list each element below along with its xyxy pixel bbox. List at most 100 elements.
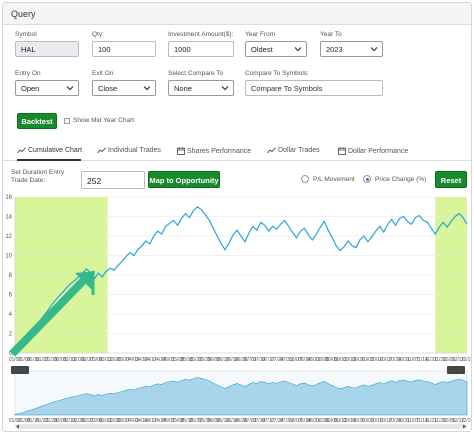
y-tick-label: 6	[9, 293, 13, 299]
navigator-tick-label: 08/14	[298, 418, 311, 424]
year-to-value: 2023	[326, 45, 343, 54]
x-tick-label: 10/31	[397, 357, 410, 363]
x-tick-label: 09/26	[352, 357, 365, 363]
navigator-tick-label: 02/05	[54, 418, 67, 424]
exit-on-label: Exit On	[92, 70, 114, 77]
navigator-tick-label: 05/01	[162, 418, 175, 424]
scroll-left-icon	[16, 424, 19, 429]
y-tick-label: 2	[9, 332, 13, 338]
x-tick-label: 12/19	[461, 357, 472, 363]
symbol-input[interactable]: HAL	[15, 41, 79, 57]
investment-input[interactable]: 1000	[168, 41, 234, 57]
show-mid-year-checkbox[interactable]	[64, 118, 70, 124]
x-tick-label: 05/22	[190, 357, 203, 363]
calendar-icon	[177, 147, 185, 155]
x-tick-label: 11/07	[407, 357, 419, 363]
navigator-tick-label: 08/21	[307, 418, 320, 424]
compare-to-select[interactable]: None	[168, 80, 234, 96]
tab-label: Dollar Performance	[348, 148, 409, 155]
navigator-tick-label: 06/19	[226, 418, 239, 424]
navigator-tick-label: 09/19	[343, 418, 356, 424]
map-to-opportunity-button[interactable]: Map to Opportunity	[148, 171, 220, 188]
compare-symbols-input[interactable]: Compare To Symbols	[245, 80, 383, 96]
navigator-area	[14, 377, 468, 416]
chart-tabs: Cumulative Chart Individual Trades Share…	[3, 143, 471, 161]
x-tick-label: 06/05	[208, 357, 221, 363]
reset-button[interactable]: Reset	[435, 171, 467, 188]
x-tick-label: 01/08	[18, 357, 31, 363]
compare-to-label: Select Compare To	[168, 70, 224, 77]
investment-label: Investment Amount($):	[168, 31, 234, 38]
tab-label: Dollar Trades	[278, 147, 320, 154]
compare-to-value: None	[174, 84, 192, 93]
x-tick-label: 04/24	[153, 357, 166, 363]
tab-individual-trades[interactable]: Individual Trades	[97, 143, 163, 161]
price-change-label: Price Change (%)	[375, 176, 427, 183]
tab-shares-performance[interactable]: Shares Performance	[177, 143, 251, 161]
navigator-end-label: 12/30	[450, 368, 463, 374]
entry-on-select[interactable]: Open	[15, 80, 79, 96]
line-chart-icon	[17, 147, 26, 154]
year-from-value: Oldest	[251, 45, 273, 54]
navigator-tick-label: 11/07	[407, 418, 419, 424]
navigator-tick-label: 02/27	[81, 418, 94, 424]
backtest-button[interactable]: Backtest	[17, 113, 57, 129]
navigator-tick-label: 10/10	[370, 418, 383, 424]
tab-label: Individual Trades	[108, 147, 161, 154]
navigator-tick-label: 06/12	[217, 418, 230, 424]
price-change-radio[interactable]	[363, 175, 371, 183]
navigator-tick-label: 06/26	[235, 418, 248, 424]
exit-on-select[interactable]: Close	[92, 80, 156, 96]
line-chart-icon	[97, 147, 106, 154]
navigator-tick-label: 07/17	[262, 418, 275, 424]
navigator-tick-label: 12/19	[461, 418, 472, 424]
x-tick-label: 06/19	[226, 357, 239, 363]
y-tick-label: 4	[9, 312, 13, 318]
x-tick-label: 02/13	[63, 357, 76, 363]
x-tick-label: 07/31	[280, 357, 293, 363]
navigator-tick-label: 04/17	[144, 418, 157, 424]
year-to-select[interactable]: 2023	[320, 41, 383, 57]
navigator-start-handle[interactable]	[11, 366, 29, 374]
x-tick-label: 12/12	[452, 357, 465, 363]
x-tick-label: 12/05	[443, 357, 456, 363]
x-tick-label: 07/10	[253, 357, 266, 363]
y-tick-label: 16	[5, 195, 12, 201]
navigator-tick-label: 10/17	[379, 418, 392, 424]
x-tick-label: 11/21	[425, 357, 437, 363]
navigator-tick-label: 01/08	[18, 418, 31, 424]
entry-on-label: Entry On	[15, 70, 41, 77]
navigator-tick-label: 05/22	[190, 418, 203, 424]
y-tick-label: 12	[5, 234, 12, 240]
navigator-end-handle[interactable]	[447, 366, 465, 374]
tab-dollar-trades[interactable]: Dollar Trades	[267, 143, 323, 161]
duration-label: Set Duration Entry Trade Date:	[11, 169, 65, 184]
x-tick-label: 10/10	[370, 357, 383, 363]
x-tick-label: 06/12	[217, 357, 230, 363]
tab-label: Shares Performance	[187, 148, 252, 155]
symbol-label: Symbol	[15, 31, 37, 38]
entry-on-value: Open	[21, 84, 40, 93]
year-to-label: Year To	[320, 31, 342, 38]
navigator-tick-label: 03/20	[108, 418, 121, 424]
x-tick-label: 07/03	[244, 357, 257, 363]
year-from-label: Year From	[245, 31, 276, 38]
navigator-tick-label: 03/06	[90, 418, 103, 424]
duration-input[interactable]: 252	[81, 171, 145, 189]
tab-dollar-performance[interactable]: Dollar Performance	[338, 143, 408, 161]
navigator-scrollbar[interactable]	[15, 424, 467, 429]
x-tick-label: 09/05	[325, 357, 338, 363]
pl-movement-radio[interactable]	[301, 175, 309, 183]
navigator-tick-label: 03/27	[117, 418, 130, 424]
navigator-tick-label: 05/29	[199, 418, 212, 424]
year-from-select[interactable]: Oldest	[245, 41, 307, 57]
x-tick-label: 02/05	[54, 357, 67, 363]
x-tick-label: 03/13	[99, 357, 112, 363]
qty-input[interactable]: 100	[92, 41, 156, 57]
x-tick-label: 03/20	[108, 357, 121, 363]
scroll-right-icon	[463, 424, 466, 429]
tab-cumulative-chart[interactable]: Cumulative Chart	[17, 143, 82, 161]
navigator-tick-label: 01/15	[27, 418, 40, 424]
x-tick-label: 05/15	[181, 357, 194, 363]
